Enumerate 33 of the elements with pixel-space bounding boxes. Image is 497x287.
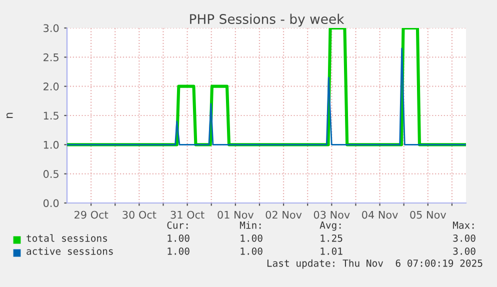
x-tick-label: 31 Oct xyxy=(170,210,204,219)
y-tick-label: 0.5 xyxy=(43,170,58,178)
x-tick-label: 01 Nov xyxy=(218,210,254,219)
text: 1.00 xyxy=(240,247,262,255)
text: 1.00 xyxy=(168,247,190,255)
text: Max: xyxy=(452,222,474,229)
line-series xyxy=(67,48,466,146)
text: 1.25 xyxy=(320,234,342,242)
text: Last update: Thu Nov 6 07:00:19 2025 xyxy=(267,259,482,269)
text: 3.00 xyxy=(453,234,476,242)
y-tick-label: 3.0 xyxy=(44,24,59,32)
legend-label: active sessions xyxy=(26,247,113,255)
y-tick-label: 1.0 xyxy=(44,140,59,149)
text: 1.00 xyxy=(240,234,262,242)
y-tick-label: 2.5 xyxy=(44,53,58,62)
y-tick-label: 1.5 xyxy=(44,112,58,120)
text: 1.00 xyxy=(168,234,190,242)
legend-label: total sessions xyxy=(26,234,107,242)
x-tick-label: 04 Nov xyxy=(362,210,398,219)
text: 3.00 xyxy=(453,247,476,255)
x-tick-label: 30 Oct xyxy=(122,210,156,219)
text: 1.01 xyxy=(320,247,342,255)
y-axis-title: n xyxy=(6,112,13,118)
chart-title: PHP Sessions - by week xyxy=(190,14,344,27)
text: Min: xyxy=(240,221,261,229)
y-tick-label: 0.0 xyxy=(43,199,59,208)
x-tick-label: 29 Oct xyxy=(74,210,108,219)
x-tick-label: 02 Nov xyxy=(266,210,302,219)
y-tick-label: 2.0 xyxy=(44,82,59,90)
text: Avg: xyxy=(320,222,341,231)
text: Cur: xyxy=(167,221,188,229)
x-tick-label: 03 Nov xyxy=(314,210,350,219)
x-tick-label: 05 Nov xyxy=(410,210,446,219)
